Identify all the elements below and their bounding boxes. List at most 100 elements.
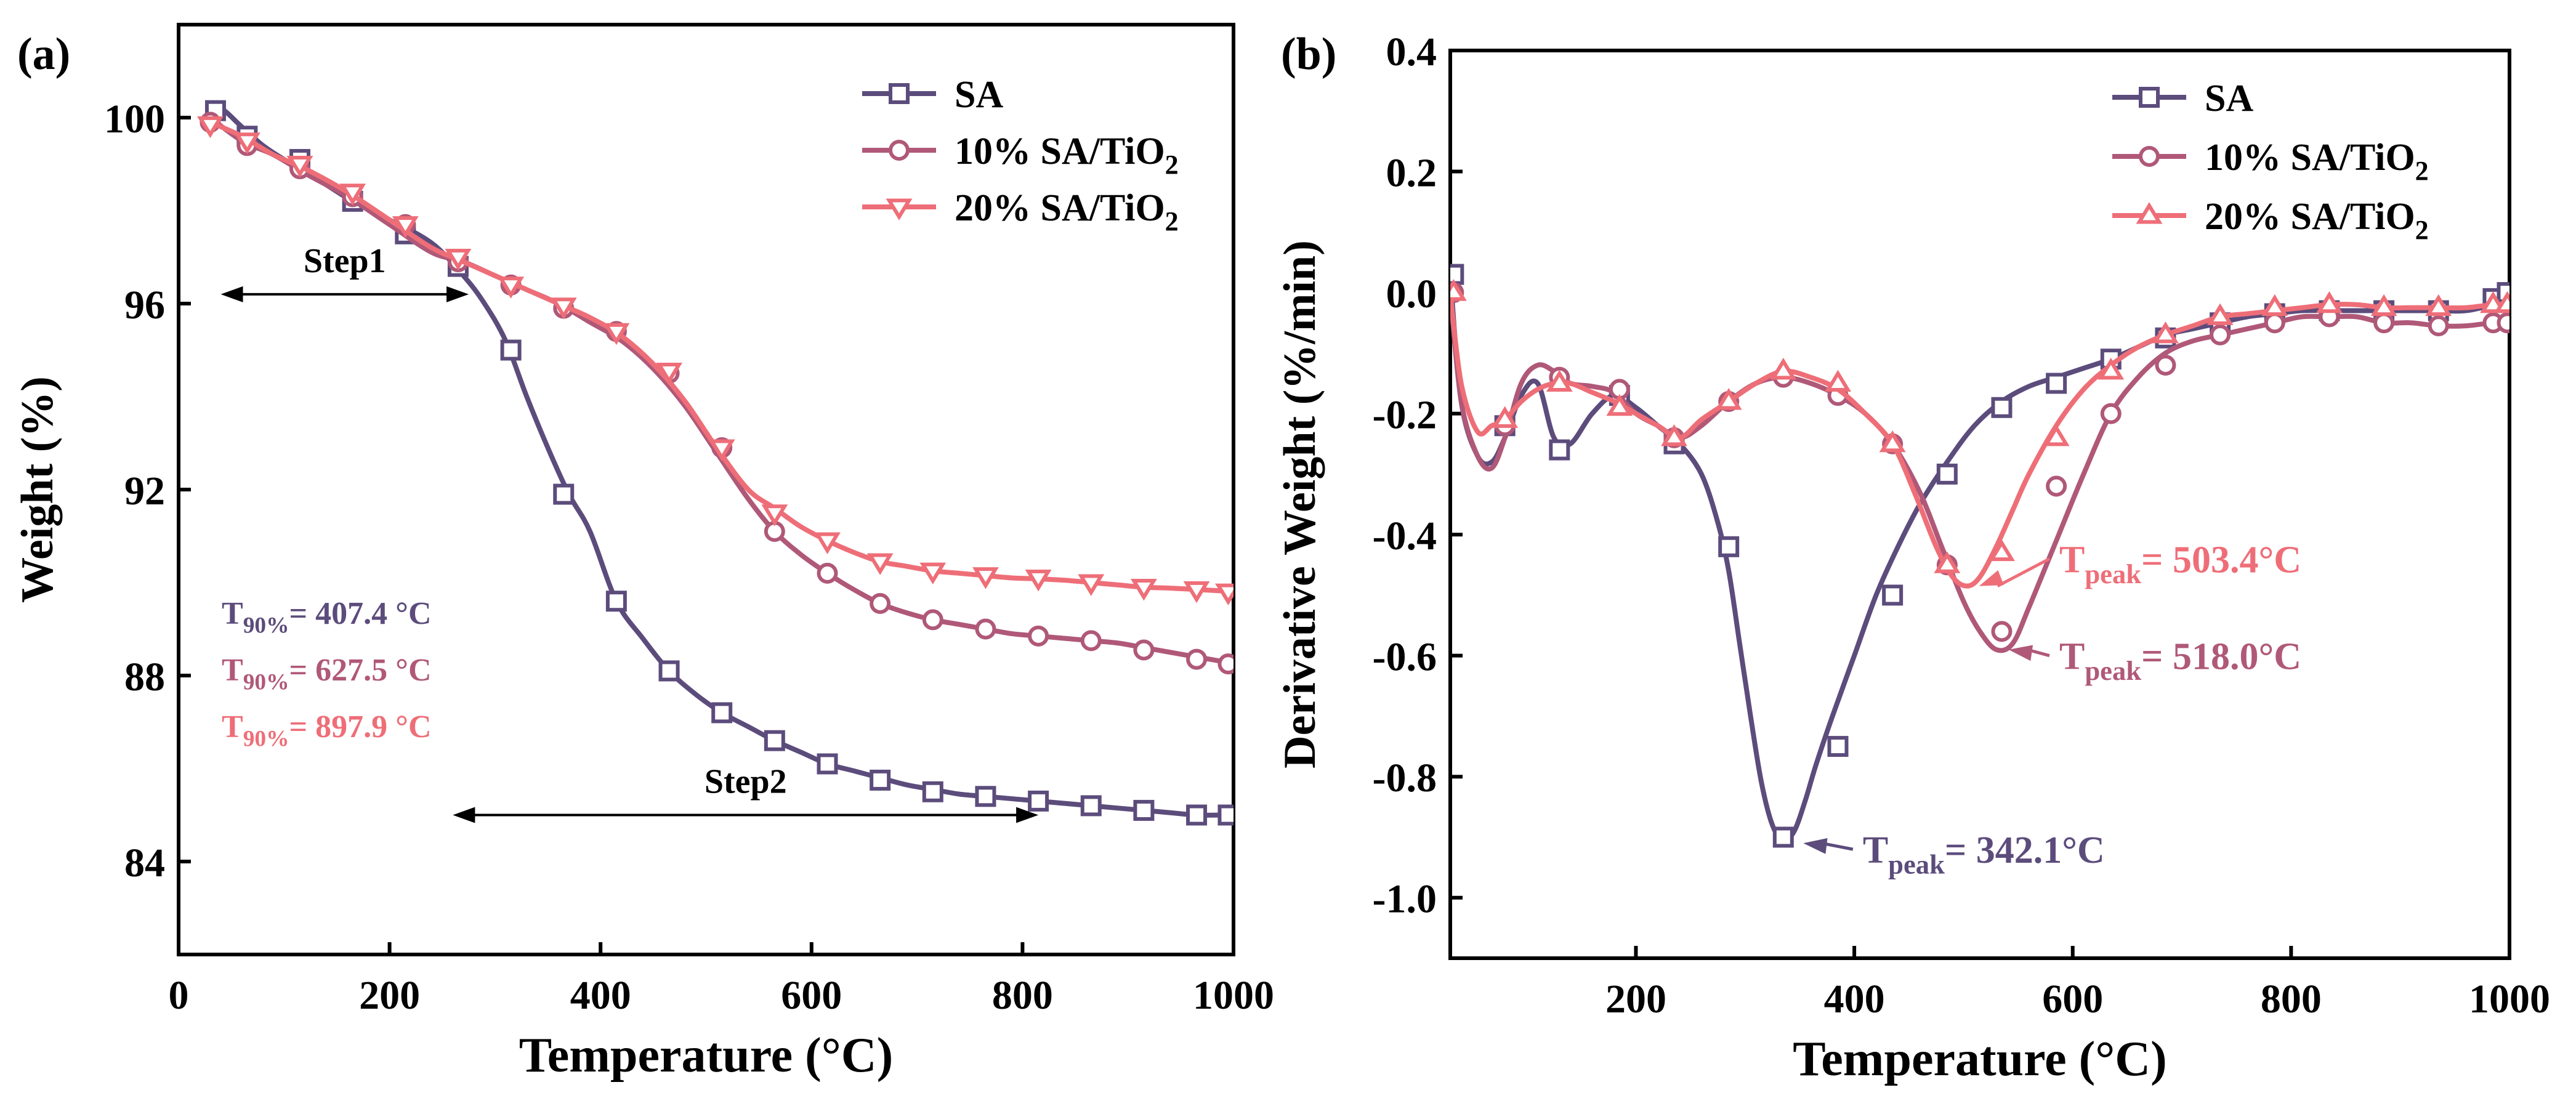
data-point-marker xyxy=(922,781,943,802)
data-point-marker xyxy=(814,532,841,554)
panel-label: (a) xyxy=(17,29,70,79)
t90-note-sub: 90% xyxy=(243,613,289,639)
legend-label-sub: 2 xyxy=(1165,150,1179,180)
data-point-marker xyxy=(1661,424,1687,446)
peak-label-sub: peak xyxy=(1888,849,1945,879)
data-point-marker xyxy=(1183,581,1210,603)
legend-label-sub: 2 xyxy=(2415,156,2429,186)
data-point-marker xyxy=(1989,539,2015,562)
data-point-marker xyxy=(1492,406,1519,428)
y-tick-label: 0.4 xyxy=(1386,30,1437,75)
data-point-marker xyxy=(1028,625,1049,647)
data-point-marker xyxy=(445,249,472,271)
data-point-marker xyxy=(1879,430,1906,453)
data-point-marker xyxy=(817,562,838,584)
y-tick-label: -1.0 xyxy=(1373,877,1437,922)
peak-label-sub: peak xyxy=(2085,655,2141,686)
plot-frame xyxy=(1448,49,2511,960)
data-point-marker xyxy=(1882,584,1904,606)
data-point-marker xyxy=(1133,639,1155,661)
legend-marker xyxy=(2136,202,2163,224)
data-point-marker xyxy=(2264,312,2285,334)
peak-arrow-line xyxy=(1821,841,1854,851)
data-point-marker xyxy=(2261,294,2288,317)
t90-note-sub: 90% xyxy=(243,670,289,695)
y-tick-label: 84 xyxy=(124,841,165,886)
legend-label: SA xyxy=(955,74,1003,116)
peak-arrow-line xyxy=(1997,557,2051,587)
data-point-marker xyxy=(1130,579,1157,601)
data-point-marker xyxy=(1991,397,2013,418)
data-point-marker xyxy=(975,786,996,807)
data-point-marker xyxy=(919,562,947,585)
x-tick-label: 800 xyxy=(992,973,1053,1018)
step1-arrow-left-head xyxy=(220,286,243,302)
x-tick-label: 400 xyxy=(1824,977,1885,1022)
data-point-marker xyxy=(1215,583,1233,605)
series-sa20 xyxy=(196,116,1233,605)
data-point-marker xyxy=(2373,312,2395,334)
y-tick-label: 0.0 xyxy=(1386,272,1437,317)
peak-label-main: T xyxy=(2059,636,2085,678)
data-point-marker xyxy=(1772,826,1794,848)
data-point-marker xyxy=(2210,324,2231,345)
y-tick-label: -0.6 xyxy=(1373,635,1437,680)
legend-label-main: SA xyxy=(955,74,1003,116)
data-point-marker xyxy=(500,339,522,361)
y-tick-label: 92 xyxy=(124,469,165,514)
data-point-marker xyxy=(2043,424,2070,446)
data-point-marker xyxy=(2370,294,2397,317)
data-point-marker xyxy=(1718,536,1740,557)
peak-label-main: T xyxy=(1863,829,1888,871)
data-point-marker xyxy=(870,769,891,791)
data-point-marker xyxy=(233,132,260,155)
data-point-marker xyxy=(975,618,996,640)
y-tick-label: -0.8 xyxy=(1373,756,1437,801)
data-point-marker xyxy=(1025,569,1052,592)
data-point-marker xyxy=(1936,463,1958,485)
legend-label-sub: 2 xyxy=(1165,206,1179,236)
legend-marker xyxy=(2139,146,2160,167)
y-axis-title: Derivative Weight (%/min) xyxy=(1275,240,1325,769)
legend-label-main: 10% SA/TiO xyxy=(955,131,1165,172)
legend-entry: 10% SA/TiO2 xyxy=(862,131,1179,180)
data-point-marker xyxy=(2046,373,2067,394)
data-point-marker xyxy=(553,483,575,505)
t90-note-main: T xyxy=(222,596,243,631)
data-point-marker xyxy=(1606,394,1633,416)
y-axis-title: Weight (%) xyxy=(12,376,63,603)
legend-label-main: SA xyxy=(2205,78,2253,119)
x-axis-title: Temperature (°C) xyxy=(519,1028,893,1083)
t90-note-main: T xyxy=(222,653,243,688)
x-tick-label: 1000 xyxy=(1193,973,1274,1018)
data-point-marker xyxy=(764,730,785,751)
data-point-marker xyxy=(1133,799,1155,821)
data-point-marker xyxy=(603,323,630,345)
data-point-marker xyxy=(1080,795,1102,817)
data-point-marker xyxy=(1450,279,1467,301)
peak-label-tail: = 518.0°C xyxy=(2141,636,2301,678)
peak-label: Tpeak= 518.0°C xyxy=(2059,636,2301,686)
t90-note-tail: = 627.5 °C xyxy=(289,653,432,688)
y-tick-label: 88 xyxy=(124,655,165,700)
data-point-marker xyxy=(2207,303,2234,325)
legend-entry: SA xyxy=(862,74,1003,116)
panel-label: (b) xyxy=(1281,29,1336,79)
legend-label: 20% SA/TiO2 xyxy=(955,187,1179,236)
data-point-marker xyxy=(498,276,525,299)
data-point-marker xyxy=(2428,315,2449,337)
data-point-marker xyxy=(550,297,577,320)
data-point-marker xyxy=(1715,388,1742,410)
y-tick-label: -0.2 xyxy=(1373,393,1437,438)
peak-label-main: T xyxy=(2059,539,2085,581)
legend-label-main: 20% SA/TiO xyxy=(955,187,1165,229)
data-point-marker xyxy=(922,609,943,631)
legend-label: 10% SA/TiO2 xyxy=(2205,137,2429,186)
data-point-marker xyxy=(761,504,788,527)
data-point-marker xyxy=(1217,653,1233,675)
peak-arrow-head xyxy=(1979,570,2004,586)
peak-label-tail: = 503.4°C xyxy=(2141,539,2301,581)
x-tick-label: 200 xyxy=(359,973,420,1018)
data-point-marker xyxy=(2100,403,2122,424)
peak-arrow-head xyxy=(1803,838,1828,854)
